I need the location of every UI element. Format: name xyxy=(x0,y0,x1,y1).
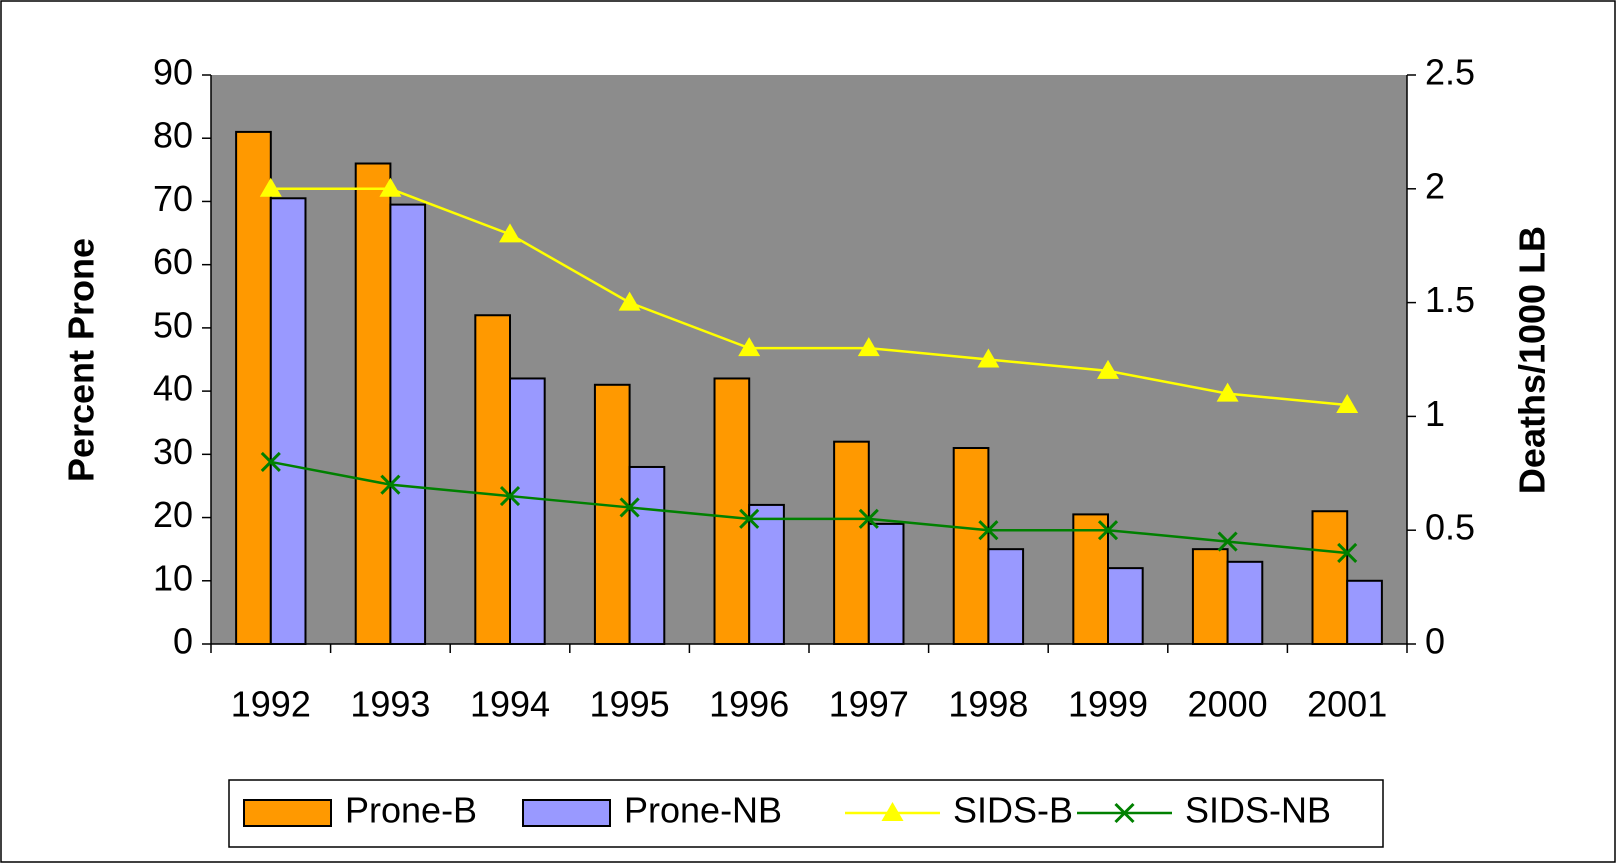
marker xyxy=(858,508,879,529)
bar xyxy=(1346,579,1383,645)
x-tick-label: 2000 xyxy=(1188,684,1268,725)
bar xyxy=(1191,548,1229,646)
bar xyxy=(987,548,1025,646)
bar xyxy=(474,314,512,645)
y2-tick-label: 1.5 xyxy=(1425,279,1475,320)
legend-marker xyxy=(881,802,904,821)
marker xyxy=(857,337,880,357)
bar xyxy=(269,197,307,646)
line xyxy=(270,187,1348,407)
marker xyxy=(259,177,282,197)
legend-marker xyxy=(1114,802,1135,824)
y2-tick-label: 2 xyxy=(1425,165,1445,206)
marker xyxy=(260,451,281,472)
y-tick-label: 20 xyxy=(153,494,193,535)
marker xyxy=(1097,520,1119,541)
x-tick-label: 1996 xyxy=(709,684,789,725)
bar xyxy=(952,447,990,645)
bar xyxy=(1226,560,1264,645)
x-tick-label: 1992 xyxy=(231,684,311,725)
marker xyxy=(738,337,761,357)
bar xyxy=(354,162,392,645)
bar xyxy=(748,503,785,645)
legend-label: SIDS-B xyxy=(953,790,1073,831)
y-tick-label: 50 xyxy=(153,304,193,345)
y-tick-label: 10 xyxy=(153,557,193,598)
marker xyxy=(619,497,640,518)
x-tick-label: 1994 xyxy=(470,684,550,725)
bar xyxy=(628,465,666,645)
bar xyxy=(1311,510,1349,645)
legend-swatch xyxy=(522,799,611,827)
marker xyxy=(1216,382,1239,402)
marker xyxy=(1336,394,1359,414)
y-tick-label: 80 xyxy=(153,115,193,156)
legend-box xyxy=(228,779,1384,848)
bar xyxy=(509,377,546,645)
y2-tick-label: 2.5 xyxy=(1425,52,1475,93)
marker xyxy=(1337,542,1358,564)
bar xyxy=(1107,567,1144,646)
bar xyxy=(833,440,870,646)
legend-label: SIDS-NB xyxy=(1185,790,1331,831)
y-tick-label: 30 xyxy=(153,431,193,472)
line xyxy=(270,460,1348,555)
x-tick-label: 1998 xyxy=(948,684,1028,725)
legend-swatch xyxy=(243,799,332,827)
marker xyxy=(618,291,641,311)
x-tick-label: 2001 xyxy=(1307,684,1387,725)
marker xyxy=(380,474,401,495)
legend-label: Prone-B xyxy=(345,790,477,831)
bar xyxy=(867,522,905,646)
marker xyxy=(978,520,999,541)
x-tick-label: 1995 xyxy=(590,684,670,725)
marker xyxy=(499,485,521,507)
x-tick-label: 1993 xyxy=(350,684,430,725)
legend-label: Prone-NB xyxy=(624,790,782,831)
y2-tick-label: 1 xyxy=(1425,393,1445,434)
marker xyxy=(977,348,1000,368)
bar xyxy=(389,203,427,645)
marker xyxy=(379,177,402,197)
marker xyxy=(739,508,760,529)
y2-axis-title: Deaths/1000 LB xyxy=(1512,226,1553,494)
y-tick-label: 0 xyxy=(173,621,193,662)
y-tick-label: 90 xyxy=(153,52,193,93)
marker xyxy=(1097,359,1119,379)
y-tick-label: 70 xyxy=(153,178,193,219)
y2-tick-label: 0.5 xyxy=(1425,507,1475,548)
marker xyxy=(499,223,521,243)
bar xyxy=(235,130,272,645)
y2-tick-label: 0 xyxy=(1425,621,1445,662)
y-axis-title: Percent Prone xyxy=(61,238,102,482)
y-tick-label: 60 xyxy=(153,241,193,282)
bar xyxy=(713,377,751,645)
x-tick-label: 1999 xyxy=(1068,684,1148,725)
x-tick-label: 1997 xyxy=(829,684,909,725)
marker xyxy=(1217,531,1238,552)
y-tick-label: 40 xyxy=(153,368,193,409)
